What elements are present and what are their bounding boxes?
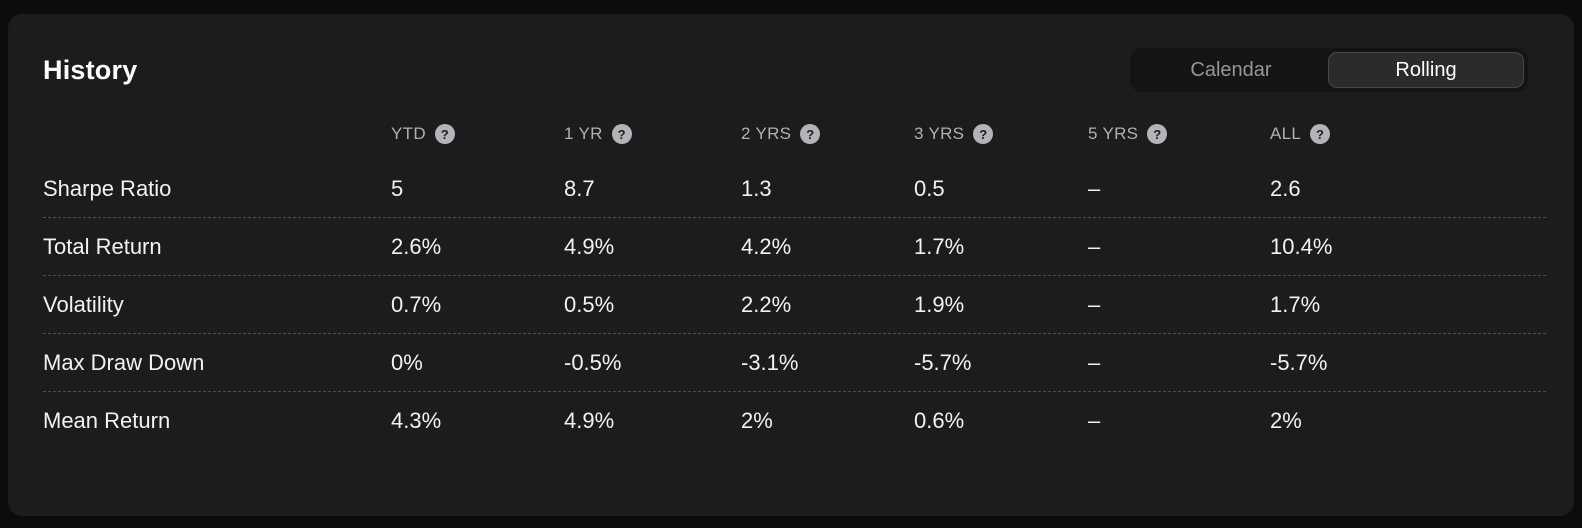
help-icon[interactable]: ? [1310,124,1331,144]
cell-value: 0.5% [564,291,615,317]
cell-value: 10.4% [1270,233,1333,259]
column-header-label: 3 YRS [914,124,965,143]
cell-value: 0% [391,349,423,375]
help-icon[interactable]: ? [800,124,821,144]
cell-value: – [1088,349,1101,375]
table-row-total-return: Total Return 2.6% 4.9% 4.2% 1.7% – 10.4% [43,218,1546,276]
cell-value: 5 [391,175,404,201]
column-header-3yrs: 3 YRS ? [914,124,1088,144]
column-header-label: 2 YRS [741,124,792,143]
cell-value: 2% [741,408,773,433]
cell-value: 2% [1270,408,1302,433]
cell-value: 2.6% [391,233,442,259]
cell-value: – [1088,233,1101,259]
toggle-option-rolling[interactable]: Rolling [1328,52,1524,88]
cell-value: – [1088,408,1101,433]
column-header-all: ALL ? [1270,124,1546,144]
column-header-ytd: YTD ? [391,124,564,144]
cell-value: -5.7% [914,349,972,375]
cell-value: – [1088,291,1101,317]
cell-value: 1.9% [914,291,965,317]
calendar-rolling-toggle: Calendar Rolling [1130,48,1528,92]
cell-value: 1.3 [741,175,772,201]
page-title: History [43,54,138,85]
row-label: Total Return [43,233,162,259]
cell-value: 4.9% [564,233,615,259]
cell-value: -5.7% [1270,349,1328,375]
toggle-option-calendar[interactable]: Calendar [1190,58,1272,81]
cell-value: 1.7% [1270,291,1321,317]
table-header-row: YTD ? 1 YR ? 2 YRS ? 3 YRS ? 5 YRS ? ALL… [43,108,1546,160]
help-icon[interactable]: ? [611,124,632,144]
cell-value: – [1088,175,1101,201]
help-icon[interactable]: ? [1147,124,1168,144]
history-card: History Calendar Rolling YTD ? 1 YR ? 2 … [8,14,1574,516]
cell-value: -0.5% [564,349,622,375]
card-header: History Calendar Rolling [36,48,1546,92]
column-header-label: ALL [1270,124,1302,143]
cell-value: 8.7 [564,175,595,201]
column-header-label: 1 YR [564,124,603,143]
cell-value: 1.7% [914,233,965,259]
help-icon[interactable]: ? [434,124,455,144]
cell-value: 2.6 [1270,175,1301,201]
cell-value: 4.3% [391,408,442,433]
cell-value: 0.6% [914,408,965,433]
column-header-5yrs: 5 YRS ? [1088,124,1270,144]
row-label: Volatility [43,291,124,317]
column-header-1yr: 1 YR ? [564,124,741,144]
cell-value: 0.7% [391,291,442,317]
cell-value: 4.9% [564,408,615,433]
help-icon[interactable]: ? [973,124,994,144]
table-row-volatility: Volatility 0.7% 0.5% 2.2% 1.9% – 1.7% [43,276,1546,334]
table-row-sharpe-ratio: Sharpe Ratio 5 8.7 1.3 0.5 – 2.6 [43,160,1546,218]
table-row-max-draw-down: Max Draw Down 0% -0.5% -3.1% -5.7% – -5.… [43,334,1546,392]
row-label: Max Draw Down [43,349,205,375]
cell-value: 0.5 [914,175,945,201]
column-header-label: YTD [391,124,426,143]
cell-value: -3.1% [741,349,799,375]
cell-value: 2.2% [741,291,792,317]
history-table: YTD ? 1 YR ? 2 YRS ? 3 YRS ? 5 YRS ? ALL… [36,108,1546,450]
row-label: Sharpe Ratio [43,175,172,201]
row-label: Mean Return [43,408,171,433]
column-header-label: 5 YRS [1088,124,1139,143]
cell-value: 4.2% [741,233,792,259]
column-header-2yrs: 2 YRS ? [741,124,914,144]
table-row-mean-return: Mean Return 4.3% 4.9% 2% 0.6% – 2% [43,392,1546,450]
